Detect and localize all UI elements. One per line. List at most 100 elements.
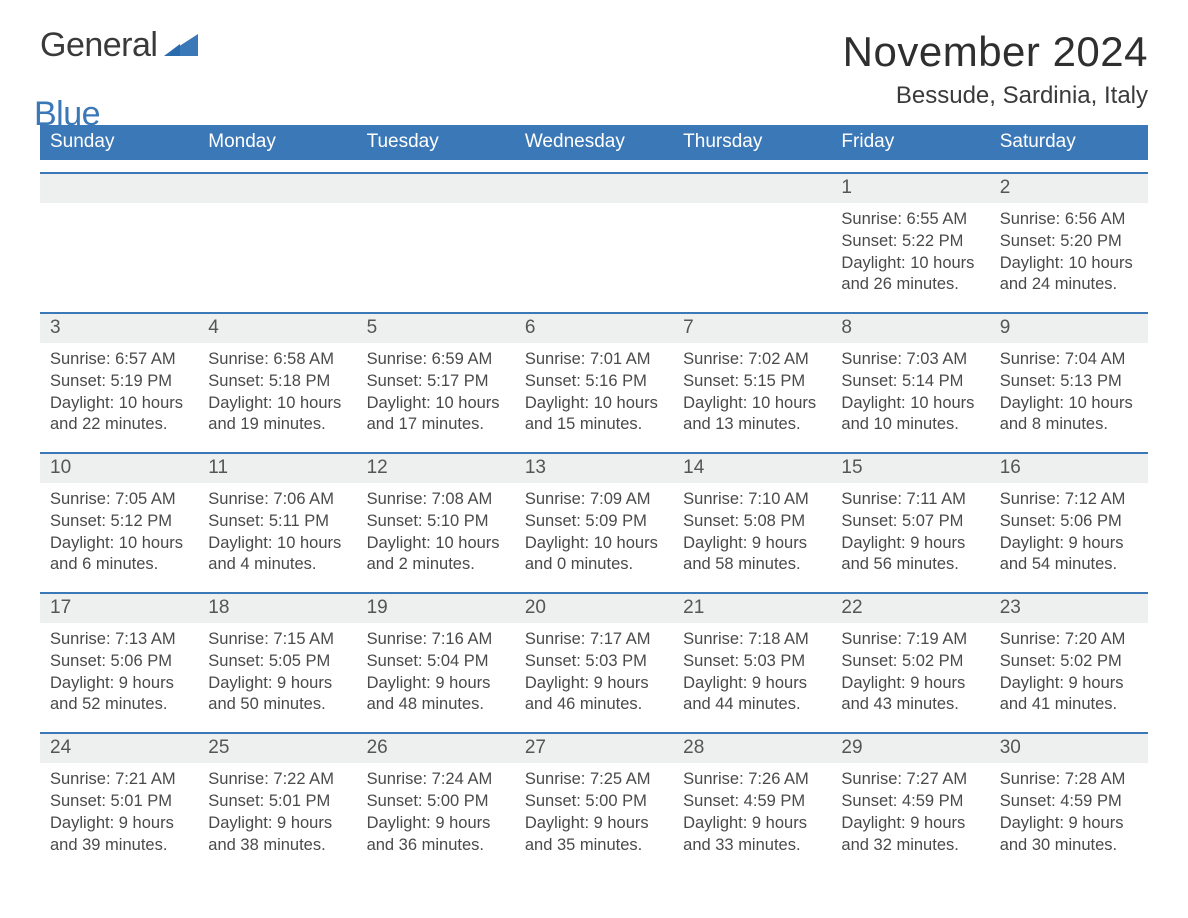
day-cell: Sunrise: 7:27 AMSunset: 4:59 PMDaylight:… (831, 763, 989, 860)
sunset-line: Sunset: 5:09 PM (525, 511, 663, 533)
day-number: 14 (673, 454, 831, 483)
day-cell: Sunrise: 7:02 AMSunset: 5:15 PMDaylight:… (673, 343, 831, 440)
day-number: 26 (357, 734, 515, 763)
sunset-line: Sunset: 5:03 PM (683, 651, 821, 673)
sunset-line: Sunset: 5:01 PM (208, 791, 346, 813)
daylight-line-2: and 32 minutes. (841, 835, 979, 857)
day-data-row: Sunrise: 7:21 AMSunset: 5:01 PMDaylight:… (40, 763, 1148, 860)
day-data-row: Sunrise: 7:13 AMSunset: 5:06 PM Daylight:… (40, 623, 1148, 720)
weekday-header: Wednesday (515, 125, 673, 160)
daylight-line-1: Daylight: 9 hours (525, 813, 663, 835)
daylight-line-1: Daylight: 9 hours (841, 673, 979, 695)
sunset-line: Sunset: 5:03 PM (525, 651, 663, 673)
daylight-line-1: Daylight: 9 hours (208, 673, 346, 695)
sunset-line: Sunset: 5:04 PM (367, 651, 505, 673)
day-number: 22 (831, 594, 989, 623)
day-cell: Sunrise: 7:05 AMSunset: 5:12 PMDaylight:… (40, 483, 198, 580)
sunset-line: Sunset: 5:20 PM (1000, 231, 1138, 253)
sunset-line: Sunset: 5:00 PM (367, 791, 505, 813)
sunset-line: Sunset: 5:06 PM (50, 651, 188, 673)
daylight-line-1: Daylight: 9 hours (1000, 813, 1138, 835)
day-cell: Sunrise: 7:18 AMSunset: 5:03 PMDaylight:… (673, 623, 831, 720)
day-number: 8 (831, 314, 989, 343)
weekday-header: Thursday (673, 125, 831, 160)
day-cell: Sunrise: 7:01 AMSunset: 5:16 PMDaylight:… (515, 343, 673, 440)
daylight-line-2: and 10 minutes. (841, 414, 979, 436)
day-number: 4 (198, 314, 356, 343)
day-data-row: Sunrise: 7:05 AMSunset: 5:12 PMDaylight:… (40, 483, 1148, 580)
day-cell: Sunrise: 7:12 AMSunset: 5:06 PMDaylight:… (990, 483, 1148, 580)
day-data-row: Sunrise: 6:55 AMSunset: 5:22 PMDaylight:… (40, 203, 1148, 300)
daylight-line-1: Daylight: 9 hours (1000, 533, 1138, 555)
daylight-line-2: and 0 minutes. (525, 554, 663, 576)
day-cell: Sunrise: 7:06 AMSunset: 5:11 PMDaylight:… (198, 483, 356, 580)
sunset-line: Sunset: 4:59 PM (841, 791, 979, 813)
day-number: 30 (990, 734, 1148, 763)
day-number: 11 (198, 454, 356, 483)
weekday-header: Monday (198, 125, 356, 160)
calendar: SundayMondayTuesdayWednesdayThursdayFrid… (40, 125, 1148, 860)
sunrise-line: Sunrise: 7:05 AM (50, 489, 188, 511)
sunrise-line: Sunrise: 7:15 AM (208, 629, 346, 651)
daylight-line-2: and 44 minutes. (683, 694, 821, 716)
daylight-line-1: Daylight: 10 hours (367, 533, 505, 555)
daylight-line-2: and 56 minutes. (841, 554, 979, 576)
daylight-line-1: Daylight: 10 hours (1000, 253, 1138, 275)
sunset-line: Sunset: 5:16 PM (525, 371, 663, 393)
day-number-row: 3456789 (40, 312, 1148, 343)
daylight-line-2: and 8 minutes. (1000, 414, 1138, 436)
day-cell (357, 203, 515, 300)
page-title: November 2024 (843, 28, 1148, 76)
calendar-week: 12Sunrise: 6:55 AMSunset: 5:22 PMDayligh… (40, 172, 1148, 300)
title-block: November 2024 Bessude, Sardinia, Italy (843, 28, 1148, 110)
daylight-line-1: Daylight: 10 hours (841, 393, 979, 415)
sunset-line: Sunset: 5:08 PM (683, 511, 821, 533)
sunset-line: Sunset: 5:13 PM (1000, 371, 1138, 393)
sunrise-line: Sunrise: 7:02 AM (683, 349, 821, 371)
day-number (40, 174, 198, 203)
logo-triangle-icon (164, 34, 198, 61)
daylight-line-1: Daylight: 9 hours (367, 813, 505, 835)
daylight-line-1: Daylight: 10 hours (525, 533, 663, 555)
sunset-line: Sunset: 5:17 PM (367, 371, 505, 393)
day-cell (673, 203, 831, 300)
day-number: 19 (357, 594, 515, 623)
weekday-header: Friday (831, 125, 989, 160)
day-cell: Sunrise: 7:21 AMSunset: 5:01 PMDaylight:… (40, 763, 198, 860)
day-cell: Sunrise: 7:03 AMSunset: 5:14 PMDaylight:… (831, 343, 989, 440)
sunset-line: Sunset: 5:14 PM (841, 371, 979, 393)
sunset-line: Sunset: 5:10 PM (367, 511, 505, 533)
sunrise-line: Sunrise: 7:09 AM (525, 489, 663, 511)
daylight-line-2: and 46 minutes. (525, 694, 663, 716)
sunrise-line: Sunrise: 7:11 AM (841, 489, 979, 511)
sunrise-line: Sunrise: 7:01 AM (525, 349, 663, 371)
sunrise-line: Sunrise: 7:28 AM (1000, 769, 1138, 791)
daylight-line-2: and 43 minutes. (841, 694, 979, 716)
day-number: 20 (515, 594, 673, 623)
sunrise-line: Sunrise: 7:13 AM (50, 629, 188, 651)
day-number-row: 12 (40, 172, 1148, 203)
day-number: 9 (990, 314, 1148, 343)
daylight-line-2: and 15 minutes. (525, 414, 663, 436)
weekday-header: Saturday (990, 125, 1148, 160)
day-number: 13 (515, 454, 673, 483)
day-number: 27 (515, 734, 673, 763)
daylight-line-1: Daylight: 9 hours (683, 533, 821, 555)
calendar-week: 17181920212223Sunrise: 7:13 AMSunset: 5:… (40, 592, 1148, 720)
daylight-line-1: Daylight: 9 hours (841, 813, 979, 835)
day-cell: Sunrise: 7:24 AMSunset: 5:00 PMDaylight:… (357, 763, 515, 860)
day-number (673, 174, 831, 203)
day-cell: Sunrise: 7:11 AMSunset: 5:07 PMDaylight:… (831, 483, 989, 580)
daylight-line-2: and 30 minutes. (1000, 835, 1138, 857)
day-cell: Sunrise: 7:22 AMSunset: 5:01 PMDaylight:… (198, 763, 356, 860)
logo-word2: Blue (34, 95, 100, 133)
day-cell: Sunrise: 7:25 AMSunset: 5:00 PMDaylight:… (515, 763, 673, 860)
daylight-line-1: Daylight: 9 hours (367, 673, 505, 695)
sunrise-line: Sunrise: 6:55 AM (841, 209, 979, 231)
daylight-line-1: Daylight: 9 hours (50, 813, 188, 835)
sunrise-line: Sunrise: 6:56 AM (1000, 209, 1138, 231)
day-cell: Sunrise: 7:04 AMSunset: 5:13 PMDaylight:… (990, 343, 1148, 440)
daylight-line-2: and 2 minutes. (367, 554, 505, 576)
day-cell: Sunrise: 7:19 AMSunset: 5:02 PMDaylight:… (831, 623, 989, 720)
page: General Blue November 2024 Bessude, Sard… (0, 0, 1188, 900)
